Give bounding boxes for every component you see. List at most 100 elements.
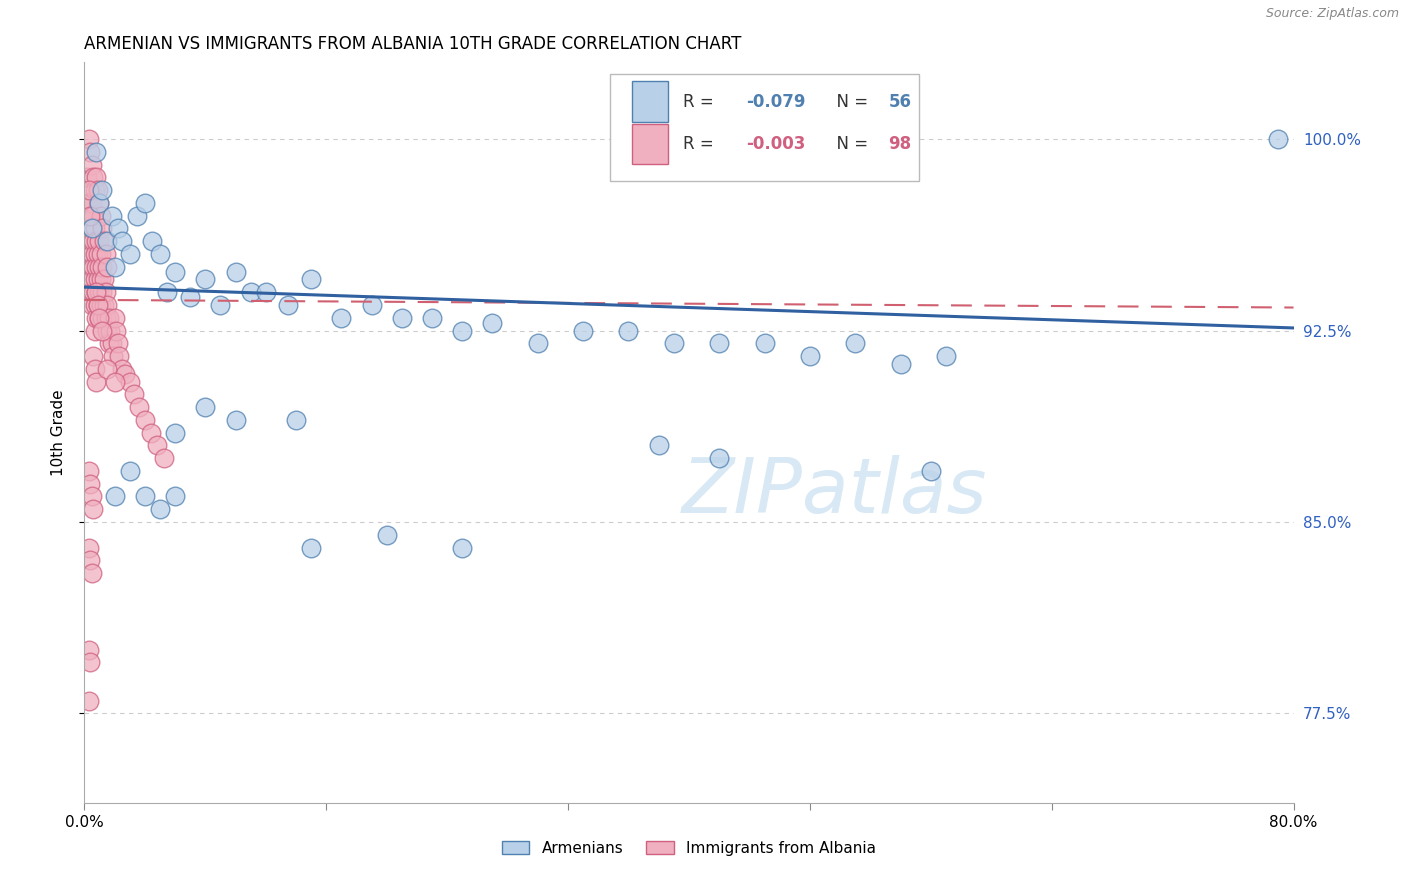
Point bbox=[82, 349, 104, 363]
Point bbox=[391, 310, 413, 325]
Text: Source: ZipAtlas.com: Source: ZipAtlas.com bbox=[1265, 7, 1399, 21]
Point bbox=[93, 272, 115, 286]
Point bbox=[111, 234, 134, 248]
Point bbox=[107, 336, 129, 351]
Point bbox=[617, 324, 640, 338]
Point bbox=[80, 157, 103, 171]
Point bbox=[451, 541, 474, 555]
Point bbox=[91, 221, 114, 235]
Point bbox=[86, 285, 108, 300]
Point bbox=[91, 310, 114, 325]
Point bbox=[91, 324, 114, 338]
Text: N =: N = bbox=[825, 93, 873, 111]
Point bbox=[82, 285, 104, 300]
Point bbox=[662, 336, 685, 351]
Point bbox=[104, 260, 127, 274]
Point bbox=[96, 361, 118, 376]
Point bbox=[77, 541, 100, 555]
Point bbox=[84, 272, 107, 286]
Point bbox=[420, 310, 443, 325]
Point bbox=[648, 438, 671, 452]
Point bbox=[330, 310, 353, 325]
Point bbox=[1267, 132, 1289, 146]
Point bbox=[149, 247, 172, 261]
Point bbox=[299, 541, 322, 555]
Point bbox=[79, 234, 101, 248]
Point bbox=[97, 336, 120, 351]
Point bbox=[77, 221, 100, 235]
Point bbox=[375, 527, 398, 541]
Point bbox=[89, 195, 111, 210]
Point bbox=[139, 425, 162, 440]
Point bbox=[82, 170, 104, 185]
Point bbox=[572, 324, 595, 338]
Point bbox=[104, 310, 127, 325]
Point bbox=[87, 298, 110, 312]
Point bbox=[134, 195, 156, 210]
Point bbox=[481, 316, 503, 330]
Point bbox=[141, 234, 163, 248]
Point bbox=[754, 336, 776, 351]
Point bbox=[77, 464, 100, 478]
Point bbox=[101, 349, 124, 363]
Text: 98: 98 bbox=[889, 135, 911, 153]
Point bbox=[96, 324, 118, 338]
Point bbox=[77, 195, 100, 210]
Point bbox=[96, 234, 118, 248]
Text: 56: 56 bbox=[889, 93, 911, 111]
Legend: Armenians, Immigrants from Albania: Armenians, Immigrants from Albania bbox=[496, 835, 882, 862]
Point bbox=[920, 464, 942, 478]
Point bbox=[77, 132, 100, 146]
Point bbox=[93, 234, 115, 248]
Point bbox=[709, 451, 731, 466]
Point bbox=[79, 260, 101, 274]
Point bbox=[105, 324, 128, 338]
Point bbox=[80, 490, 103, 504]
Point bbox=[77, 642, 100, 657]
Point bbox=[107, 221, 129, 235]
Point bbox=[360, 298, 382, 312]
Point bbox=[80, 566, 103, 580]
Point bbox=[79, 476, 101, 491]
Point bbox=[86, 285, 108, 300]
Point bbox=[97, 310, 120, 325]
Point bbox=[844, 336, 866, 351]
Point bbox=[80, 221, 103, 235]
Point bbox=[80, 221, 103, 235]
Point bbox=[79, 553, 101, 567]
Point bbox=[90, 247, 112, 261]
Point bbox=[104, 490, 127, 504]
Point bbox=[285, 413, 308, 427]
Point bbox=[87, 272, 110, 286]
Text: R =: R = bbox=[683, 93, 718, 111]
Point bbox=[118, 247, 141, 261]
Point bbox=[90, 298, 112, 312]
Point bbox=[146, 438, 169, 452]
Point bbox=[87, 247, 110, 261]
Point bbox=[96, 298, 118, 312]
Point bbox=[86, 234, 108, 248]
Text: -0.003: -0.003 bbox=[745, 135, 806, 153]
Point bbox=[86, 170, 108, 185]
Point bbox=[128, 400, 150, 414]
Point bbox=[79, 209, 101, 223]
Point bbox=[94, 310, 117, 325]
Point bbox=[111, 361, 134, 376]
Point bbox=[890, 357, 912, 371]
Point bbox=[94, 247, 117, 261]
Point bbox=[118, 464, 141, 478]
Point bbox=[179, 290, 201, 304]
Point bbox=[96, 260, 118, 274]
Point bbox=[91, 285, 114, 300]
Point bbox=[86, 375, 108, 389]
Point bbox=[84, 183, 107, 197]
Point bbox=[100, 209, 122, 223]
Point bbox=[709, 336, 731, 351]
Point bbox=[451, 324, 474, 338]
Point bbox=[165, 490, 187, 504]
Point bbox=[77, 247, 100, 261]
Point bbox=[104, 375, 127, 389]
Point bbox=[799, 349, 821, 363]
Point bbox=[94, 285, 117, 300]
Point bbox=[86, 310, 108, 325]
